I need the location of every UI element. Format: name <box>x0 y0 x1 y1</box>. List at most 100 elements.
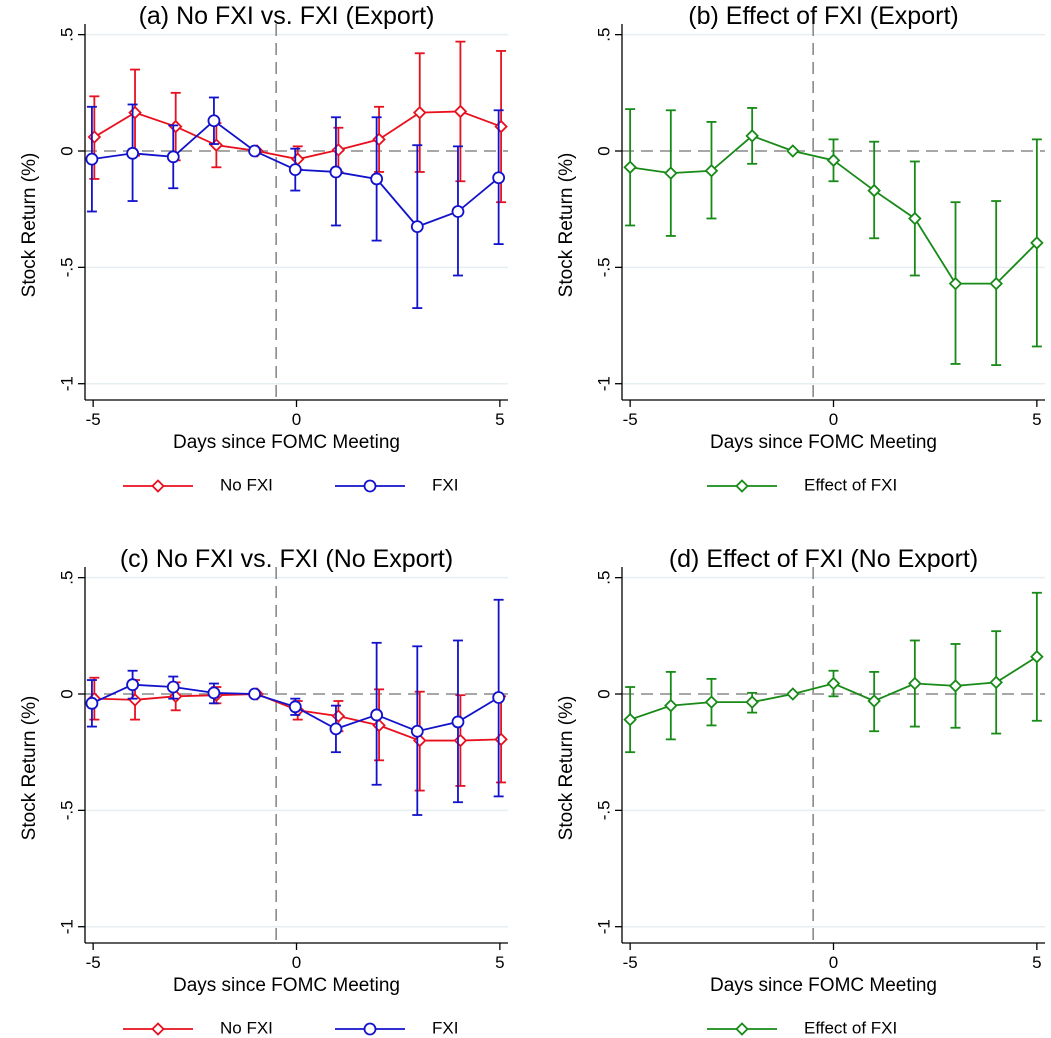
data-point <box>290 152 305 166</box>
data-point <box>412 733 427 748</box>
y-tick-label: 0 <box>594 146 613 155</box>
legend-label: No FXI <box>220 475 273 494</box>
legend: Effect of FXI <box>707 1018 897 1037</box>
y-tick-label: -1 <box>57 376 76 391</box>
y-tick-label: 0 <box>594 689 613 698</box>
x-axis-label: Days since FOMC Meeting <box>173 975 400 996</box>
data-point <box>370 708 384 722</box>
x-tick-label: 0 <box>292 953 301 972</box>
data-point <box>989 276 1003 291</box>
data-point <box>826 153 841 168</box>
x-tick-label: 5 <box>1032 953 1041 972</box>
data-point <box>786 144 800 158</box>
series-fxi <box>85 598 506 816</box>
legend-swatch-marker <box>363 1022 377 1036</box>
legend-swatch-marker <box>735 479 749 493</box>
y-tick-label: 0 <box>57 689 76 698</box>
data-point <box>492 691 506 704</box>
data-point <box>329 165 343 179</box>
data-point <box>623 712 637 727</box>
data-point <box>85 152 99 166</box>
data-point <box>1030 236 1044 250</box>
data-point <box>412 105 427 120</box>
data-point <box>85 696 99 710</box>
x-tick-label: -5 <box>86 953 101 972</box>
y-tick-label: 0 <box>57 146 76 155</box>
data-point <box>948 679 963 693</box>
x-tick-label: -5 <box>623 410 638 429</box>
data-point <box>331 709 346 723</box>
data-point <box>623 160 637 175</box>
data-point <box>168 119 183 134</box>
chart-title: (b) Effect of FXI (Export) <box>688 2 958 30</box>
data-point <box>451 205 465 218</box>
y-tick-label: -.5 <box>594 257 613 277</box>
data-point <box>492 171 506 185</box>
data-point <box>494 119 508 134</box>
legend-item: FXI <box>335 475 458 494</box>
data-point <box>329 722 343 736</box>
y-axis-label: Stock Return (%) <box>556 696 577 841</box>
x-tick-label: 0 <box>829 410 838 429</box>
x-tick-label: 0 <box>292 410 301 429</box>
legend-item: No FXI <box>123 475 273 494</box>
y-axis-label: Stock Return (%) <box>556 153 577 298</box>
series-fxi <box>85 96 506 309</box>
data-point <box>867 694 881 708</box>
y-axis-label: Stock Return (%) <box>19 696 40 841</box>
data-point <box>410 724 424 738</box>
data-point <box>207 114 221 128</box>
y-tick-label: -.5 <box>594 800 613 820</box>
data-point <box>1030 650 1044 664</box>
panel-c: (c) No FXI vs. FXI (No Export) .5 0 -.5 -1 -5… <box>19 545 508 1037</box>
series-no-fxi <box>87 40 508 204</box>
x-tick-label: 5 <box>495 953 504 972</box>
data-point <box>331 143 346 157</box>
data-point <box>704 164 719 178</box>
legend-item: No FXI <box>123 1018 273 1037</box>
data-point <box>786 687 800 701</box>
data-point <box>209 138 224 152</box>
data-point <box>372 718 386 733</box>
data-point <box>745 129 759 143</box>
x-tick-label: 5 <box>1032 410 1041 429</box>
chart-title: (c) No FXI vs. FXI (No Export) <box>120 545 453 573</box>
legend-swatch-marker <box>151 479 165 493</box>
data-point <box>248 144 262 158</box>
data-point <box>745 695 759 709</box>
data-point <box>453 733 468 748</box>
y-tick-label: -.5 <box>57 257 76 277</box>
legend-swatch-marker <box>735 1022 749 1036</box>
data-point <box>704 695 719 709</box>
legend-label: FXI <box>432 1018 458 1037</box>
y-axis-label: Stock Return (%) <box>19 153 40 298</box>
data-point <box>248 687 262 701</box>
data-point <box>370 172 384 186</box>
data-point <box>166 150 180 164</box>
data-point <box>948 276 963 291</box>
x-tick-label: 0 <box>829 953 838 972</box>
series-effect-of-fxi <box>623 107 1044 366</box>
legend: No FXI FXI <box>123 1018 458 1037</box>
data-point <box>867 183 881 198</box>
x-tick-label: -5 <box>86 410 101 429</box>
y-tick-label: .5 <box>594 28 613 42</box>
legend-item: Effect of FXI <box>707 475 897 494</box>
legend-swatch-marker <box>363 479 377 493</box>
data-point <box>372 132 386 147</box>
panel-d: (d) Effect of FXI (No Export) .5 0 -.5 -1 -5 0… <box>556 545 1045 1037</box>
legend-item: FXI <box>335 1018 458 1037</box>
data-point <box>207 686 221 700</box>
panel-b: (b) Effect of FXI (Export) .5 0 -.5 -1 -5 0 5 Da… <box>556 2 1045 494</box>
chart-title: (d) Effect of FXI (No Export) <box>669 545 978 573</box>
legend-item: Effect of FXI <box>707 1018 897 1037</box>
data-point <box>410 220 424 234</box>
legend: Effect of FXI <box>707 475 897 494</box>
x-axis-label: Days since FOMC Meeting <box>710 975 937 996</box>
data-point <box>288 700 302 714</box>
data-point <box>451 715 465 729</box>
data-point <box>826 676 841 691</box>
data-point <box>453 104 468 119</box>
chart-title: (a) No FXI vs. FXI (Export) <box>139 2 435 30</box>
